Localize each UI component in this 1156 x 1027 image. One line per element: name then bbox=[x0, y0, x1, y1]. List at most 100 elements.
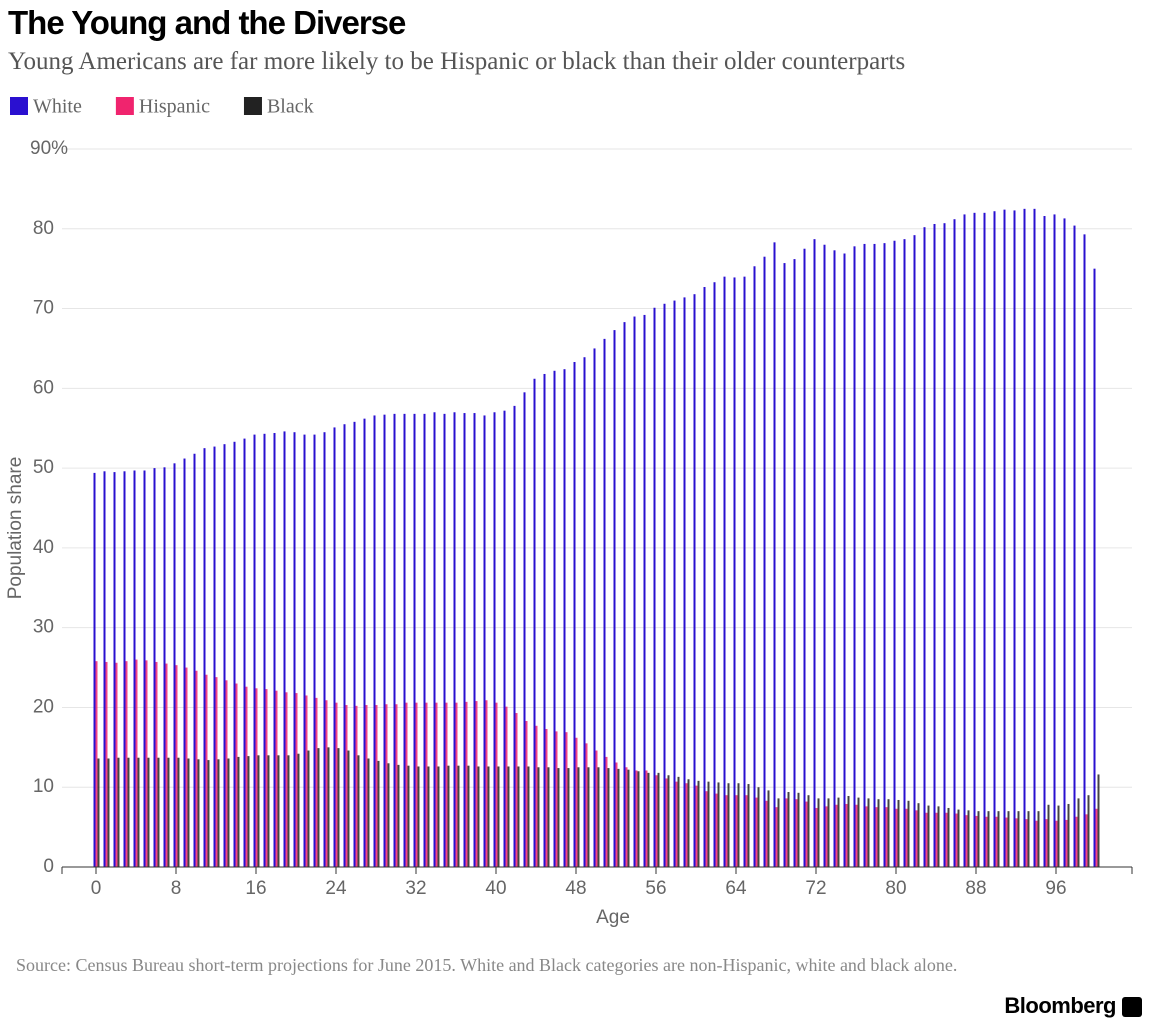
bar bbox=[763, 256, 766, 867]
bar bbox=[1073, 225, 1076, 867]
bar bbox=[747, 784, 750, 867]
bar bbox=[633, 316, 636, 867]
bar bbox=[793, 259, 796, 867]
bar bbox=[757, 787, 760, 867]
bar bbox=[595, 750, 598, 867]
bar bbox=[817, 798, 820, 867]
bar bbox=[827, 798, 830, 867]
bar bbox=[787, 792, 790, 867]
bar bbox=[285, 692, 288, 867]
bar bbox=[195, 670, 198, 867]
x-tick-label: 0 bbox=[91, 878, 102, 899]
bar bbox=[397, 764, 400, 867]
bar bbox=[447, 765, 450, 867]
bar bbox=[257, 755, 260, 867]
bar bbox=[785, 798, 788, 867]
bar bbox=[387, 763, 390, 867]
bar bbox=[525, 721, 528, 867]
bar bbox=[575, 737, 578, 867]
bar bbox=[1065, 819, 1068, 867]
bar bbox=[237, 756, 240, 867]
x-axis-label: Age bbox=[596, 907, 630, 928]
bar bbox=[693, 294, 696, 867]
bar bbox=[173, 463, 176, 867]
bar bbox=[655, 775, 658, 867]
bar bbox=[483, 415, 486, 867]
bar bbox=[923, 227, 926, 867]
bar bbox=[233, 441, 236, 867]
bar bbox=[895, 808, 898, 867]
bar bbox=[163, 467, 166, 867]
bar bbox=[337, 748, 340, 867]
bar bbox=[133, 470, 136, 867]
x-tick-label: 24 bbox=[325, 878, 347, 899]
x-tick-label: 80 bbox=[885, 878, 906, 899]
bar bbox=[743, 276, 746, 868]
bar bbox=[775, 807, 778, 867]
bar bbox=[685, 783, 688, 867]
bar bbox=[617, 768, 620, 867]
bar bbox=[753, 266, 756, 868]
legend-swatch bbox=[115, 97, 134, 115]
bar bbox=[553, 370, 556, 867]
bar bbox=[227, 758, 230, 867]
bar bbox=[615, 762, 618, 867]
bar bbox=[527, 766, 530, 867]
bar bbox=[407, 765, 410, 867]
bar bbox=[373, 415, 376, 867]
bar bbox=[205, 674, 208, 867]
bar bbox=[377, 760, 380, 867]
bar bbox=[1055, 820, 1058, 867]
bar bbox=[347, 750, 350, 867]
bar bbox=[697, 780, 700, 867]
bar bbox=[535, 725, 538, 867]
bar bbox=[765, 800, 768, 867]
bar bbox=[603, 338, 606, 868]
brand-icon bbox=[1122, 997, 1142, 1017]
bar bbox=[1063, 218, 1066, 867]
bar bbox=[625, 767, 628, 867]
bar bbox=[935, 812, 938, 867]
bar bbox=[507, 766, 510, 867]
bar bbox=[545, 728, 548, 867]
bar bbox=[695, 785, 698, 867]
bar bbox=[93, 472, 96, 867]
bar bbox=[953, 219, 956, 867]
bar bbox=[613, 330, 616, 867]
bar bbox=[845, 803, 848, 867]
bar bbox=[207, 760, 210, 867]
bar bbox=[967, 810, 970, 867]
bar bbox=[1057, 805, 1060, 867]
bar bbox=[705, 791, 708, 867]
bar bbox=[913, 235, 916, 867]
bar bbox=[393, 413, 396, 867]
bar bbox=[1047, 804, 1050, 867]
x-tick-label: 48 bbox=[565, 878, 586, 899]
x-tick-label: 96 bbox=[1045, 878, 1066, 899]
bar bbox=[307, 750, 310, 867]
bar bbox=[303, 434, 306, 867]
bar bbox=[323, 432, 326, 867]
brand-logo: Bloomberg bbox=[1004, 993, 1116, 1018]
bar bbox=[687, 779, 690, 867]
bar bbox=[897, 799, 900, 867]
bar bbox=[105, 661, 108, 867]
bar bbox=[385, 704, 388, 867]
bar bbox=[717, 782, 720, 867]
bar bbox=[937, 806, 940, 867]
bar bbox=[637, 771, 640, 867]
bar bbox=[263, 433, 266, 867]
legend-label: White bbox=[33, 96, 82, 118]
bar bbox=[907, 800, 910, 867]
bar bbox=[513, 405, 516, 867]
bar bbox=[467, 765, 470, 867]
bar bbox=[175, 665, 178, 867]
bar bbox=[1033, 208, 1036, 868]
bar bbox=[157, 757, 160, 867]
bar bbox=[807, 795, 810, 867]
bar bbox=[563, 369, 566, 867]
bar bbox=[927, 805, 930, 867]
bar bbox=[1095, 808, 1098, 867]
bar bbox=[903, 239, 906, 867]
bar bbox=[925, 812, 928, 867]
